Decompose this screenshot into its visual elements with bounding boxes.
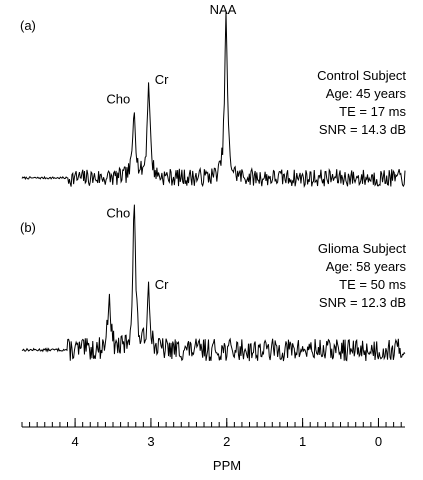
panel-b-label: (b) — [20, 220, 36, 235]
panel-a-label: (a) — [20, 18, 36, 33]
info-b-line-2: TE = 50 ms — [339, 277, 406, 292]
x-axis: 4 3 2 1 0 PPM — [21, 418, 405, 473]
info-b-line-0: Glioma Subject — [318, 241, 407, 256]
spectrum-trace-glioma — [21, 204, 406, 362]
panel-a: (a) NAA Cr Cho Control Subject Age: 45 yea… — [20, 2, 407, 188]
tick-label-2: 2 — [223, 434, 230, 449]
x-axis-major-ticks — [74, 418, 379, 427]
info-a-line-1: Age: 45 years — [326, 86, 407, 101]
peak-label-cho-b: Cho — [106, 206, 130, 221]
panel-b: (b) Cho Cr Glioma Subject Age: 58 years T… — [20, 204, 407, 362]
info-b-line-3: SNR = 12.3 dB — [319, 295, 406, 310]
info-b-line-1: Age: 58 years — [326, 259, 407, 274]
peak-labels-a: NAA Cr Cho — [106, 2, 236, 107]
peak-label-cho-a: Cho — [106, 92, 130, 107]
x-axis-minor-ticks — [21, 422, 402, 427]
info-a-line-2: TE = 17 ms — [339, 104, 406, 119]
tick-label-0: 0 — [375, 434, 382, 449]
peak-labels-b: Cho Cr — [106, 206, 169, 293]
peak-label-naa-a: NAA — [210, 2, 237, 17]
tick-label-3: 3 — [147, 434, 154, 449]
tick-label-4: 4 — [71, 434, 78, 449]
info-box-a: Control Subject Age: 45 years TE = 17 ms… — [317, 68, 406, 137]
info-a-line-0: Control Subject — [317, 68, 406, 83]
info-box-b: Glioma Subject Age: 58 years TE = 50 ms … — [318, 241, 407, 310]
tick-label-1: 1 — [299, 434, 306, 449]
peak-label-cr-b: Cr — [155, 277, 169, 292]
info-a-line-3: SNR = 14.3 dB — [319, 122, 406, 137]
peak-label-cr-a: Cr — [155, 72, 169, 87]
x-axis-title: PPM — [213, 458, 241, 473]
spectrum-trace-control — [21, 11, 406, 188]
x-axis-tick-labels: 4 3 2 1 0 — [71, 434, 382, 449]
